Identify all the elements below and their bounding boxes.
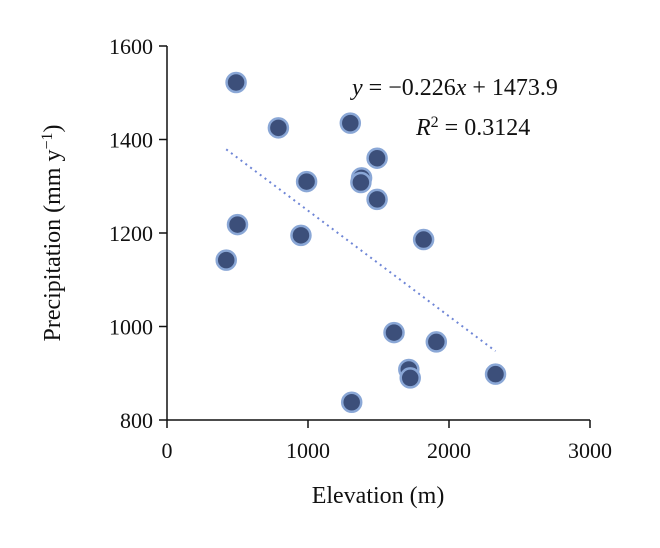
data-point (366, 188, 388, 211)
data-point (290, 224, 312, 247)
x-axis-title: Elevation (m) (312, 483, 445, 509)
y-tick-label: 1000 (109, 315, 153, 340)
ticks (159, 45, 591, 428)
y-axis-title: Precipitation (mm y−1) (39, 125, 67, 342)
y-tick-label: 800 (120, 408, 153, 433)
data-point (383, 321, 405, 344)
data-point (267, 117, 290, 139)
x-tick-label: 0 (162, 438, 173, 463)
y-axis-title-main: Precipitation (mm y (40, 150, 66, 342)
r-squared-value: = 0.3124 (439, 115, 531, 141)
data-point (215, 249, 237, 271)
equation-y-var: y (350, 75, 363, 101)
x-tick-label: 2000 (427, 438, 471, 463)
data-point (399, 367, 421, 389)
data-point (350, 171, 372, 194)
trendline (225, 148, 497, 352)
y-tick-label: 1400 (109, 128, 153, 153)
equation-x-var: x (455, 75, 467, 101)
data-point (226, 213, 249, 236)
r-squared-sup: 2 (431, 114, 439, 131)
x-tick-label: 1000 (286, 438, 330, 463)
data-point (225, 71, 247, 94)
axes (166, 46, 590, 421)
data-points (215, 71, 507, 413)
equation-intercept: + 1473.9 (466, 75, 558, 101)
regression-equation: y = −0.226x + 1473.9 (350, 75, 558, 101)
r-squared-symbol: R (415, 115, 431, 141)
data-point (340, 391, 363, 413)
data-point (366, 147, 388, 169)
x-tick-label: 3000 (568, 438, 612, 463)
data-point (412, 228, 435, 251)
data-point (425, 331, 448, 353)
equation-coefficient: = −0.226 (363, 75, 456, 101)
tick-labels: 800 1000 1200 1400 1600 0 1000 2000 3000 (109, 34, 612, 463)
y-tick-label: 1200 (109, 221, 153, 246)
r-squared: R2 = 0.3124 (415, 114, 530, 142)
data-point (339, 112, 362, 134)
y-axis-title-close: ) (40, 125, 66, 133)
y-axis-title-sup: −1 (39, 133, 56, 150)
y-tick-label: 1600 (109, 34, 153, 59)
data-point (295, 170, 318, 193)
data-point (484, 363, 507, 385)
